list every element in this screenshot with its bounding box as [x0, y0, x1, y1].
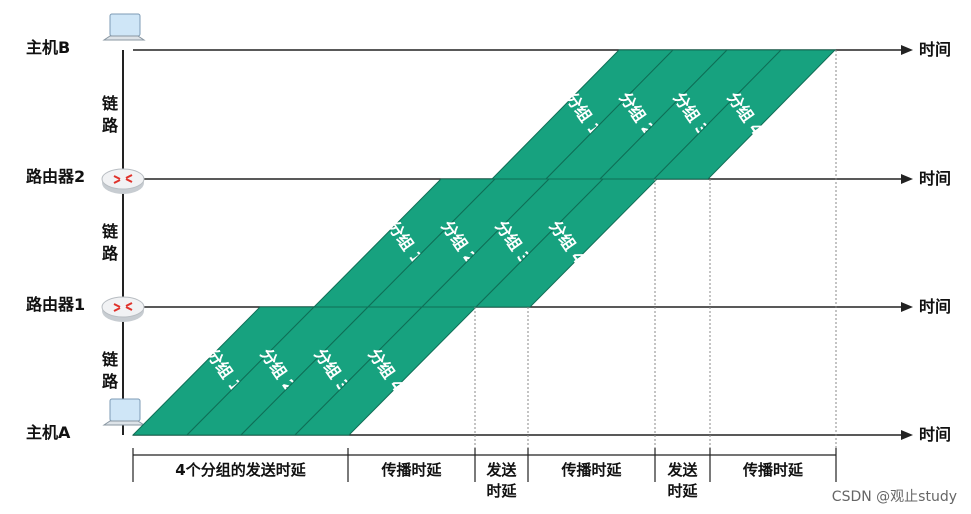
- time-label: 时间: [919, 297, 952, 316]
- laptop-base: [102, 35, 146, 41]
- node-label: 主机A: [26, 423, 71, 442]
- router-icon: [101, 168, 145, 194]
- link-label: 链路: [101, 222, 118, 263]
- laptop-base: [102, 420, 146, 426]
- laptop-icon: [102, 398, 146, 426]
- delay-label: 传播时延: [742, 461, 803, 479]
- watermark: CSDN @观止study: [831, 489, 957, 505]
- axis-arrow: [901, 174, 913, 184]
- laptop-screen: [109, 398, 141, 422]
- router-top: [101, 168, 145, 190]
- link-label: 链路: [101, 350, 118, 391]
- delay-label: 发送时延: [667, 461, 698, 500]
- router-top: [101, 296, 145, 318]
- time-label: 时间: [919, 169, 952, 188]
- node-label: 主机B: [26, 38, 71, 57]
- node-label: 路由器2: [26, 167, 86, 186]
- delay-label: 4个分组的发送时延: [175, 461, 306, 479]
- link-label: 链路: [101, 93, 118, 135]
- delay-label: 传播时延: [381, 461, 442, 479]
- time-label: 时间: [919, 40, 952, 59]
- delay-label: 传播时延: [561, 461, 622, 479]
- laptop-screen: [109, 13, 141, 37]
- packet: [652, 49, 837, 180]
- router-icon: [101, 296, 145, 322]
- router-arrows: [113, 302, 133, 312]
- laptop-icon: [102, 13, 146, 41]
- axis-arrow: [901, 302, 913, 312]
- axis-arrow: [901, 45, 913, 55]
- axis-arrow: [901, 430, 913, 440]
- node-label: 路由器1: [26, 295, 86, 314]
- time-label: 时间: [919, 425, 952, 444]
- delay-label: 发送时延: [486, 461, 517, 500]
- router-arrows: [113, 174, 133, 184]
